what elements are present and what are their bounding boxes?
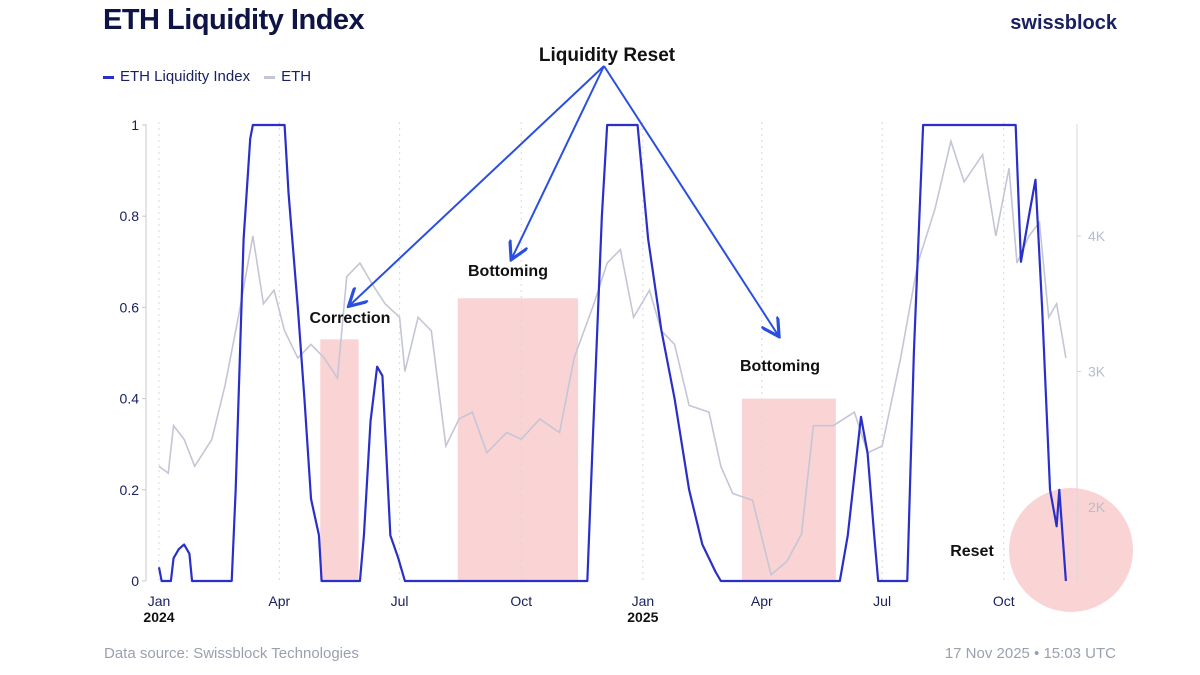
- y-left-tick-label: 0.8: [120, 208, 140, 224]
- legend: ETH Liquidity Index ETH: [103, 68, 311, 85]
- y-left-tick-label: 0.4: [120, 391, 140, 407]
- y-left-tick-label: 1: [131, 117, 139, 133]
- x-tick-label: Oct: [993, 593, 1015, 609]
- timestamp: 17 Nov 2025 • 15:03 UTC: [944, 645, 1116, 662]
- y-right-tick-label: 3K: [1088, 364, 1106, 380]
- legend-item-index[interactable]: ETH Liquidity Index: [103, 68, 250, 85]
- brand-logo: swissblock: [1010, 12, 1117, 34]
- y-left-tick-label: 0: [131, 573, 139, 589]
- annotation-arrow: [603, 65, 778, 335]
- annotation-reset: Reset: [950, 543, 994, 560]
- annotation-arrow: [512, 65, 605, 258]
- legend-item-eth[interactable]: ETH: [264, 68, 311, 85]
- highlight-range: [742, 398, 836, 581]
- legend-swatch: [103, 75, 114, 79]
- x-tick-label: Jan: [632, 593, 655, 609]
- highlight-range: [457, 298, 579, 581]
- liquidity-index-line: [157, 123, 1067, 583]
- annotation-bottoming: Bottoming: [740, 358, 820, 375]
- annotation-correction: Correction: [310, 310, 391, 327]
- x-tick-label: Apr: [268, 593, 290, 609]
- annotation-bottoming: Bottoming: [468, 263, 548, 280]
- highlight-range: [320, 339, 359, 581]
- data-source: Data source: Swissblock Technologies: [104, 645, 359, 662]
- y-right-tick-label: 2K: [1088, 499, 1106, 515]
- x-tick-label: Jan: [148, 593, 171, 609]
- x-tick-year: 2024: [143, 609, 174, 625]
- x-tick-label: Jul: [873, 593, 891, 609]
- x-tick-label: Oct: [510, 593, 532, 609]
- x-tick-label: Apr: [751, 593, 773, 609]
- x-tick-year: 2025: [627, 609, 658, 625]
- annotation-liquidity-reset: Liquidity Reset: [539, 45, 676, 66]
- legend-label: ETH: [281, 68, 312, 85]
- page-title: ETH Liquidity Index: [103, 4, 365, 36]
- legend-label: ETH Liquidity Index: [120, 68, 251, 85]
- y-left-tick-label: 0.2: [120, 482, 140, 498]
- annotation-arrow: [350, 65, 605, 305]
- y-right-tick-label: 4K: [1088, 228, 1106, 244]
- y-left-tick-label: 0.6: [120, 299, 140, 315]
- legend-swatch: [264, 75, 276, 79]
- x-tick-label: Jul: [391, 593, 409, 609]
- reset-highlight-circle: [1009, 488, 1133, 612]
- eth-price-line: [158, 138, 1067, 577]
